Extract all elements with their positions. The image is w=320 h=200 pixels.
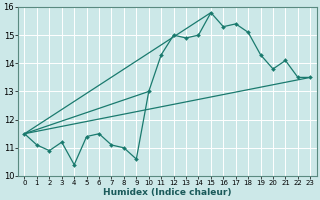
X-axis label: Humidex (Indice chaleur): Humidex (Indice chaleur): [103, 188, 232, 197]
